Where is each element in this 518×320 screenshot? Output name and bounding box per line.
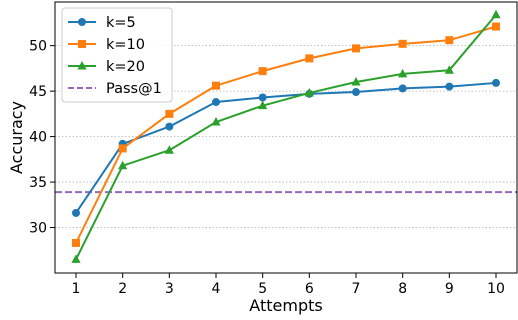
x-tick-label-7: 7 — [352, 281, 361, 297]
y-axis-ticks: 30 35 40 45 50 — [29, 39, 55, 237]
data-point-k-10-2 — [118, 144, 127, 153]
x-tick-label-4: 4 — [212, 281, 221, 297]
x-tick-label-9: 9 — [445, 281, 454, 297]
data-point-k-5-1 — [72, 208, 80, 217]
y-tick-label-30: 30 — [29, 221, 47, 237]
data-point-k-5-10 — [492, 78, 500, 87]
data-point-k-20-1 — [71, 254, 81, 263]
legend-box — [61, 7, 173, 103]
data-point-k-10-3 — [165, 109, 174, 118]
data-point-k-10-10 — [492, 22, 500, 31]
data-point-k-20-5 — [258, 100, 268, 110]
data-point-k-20-2 — [118, 160, 128, 170]
legend-marker-k-20 — [77, 61, 87, 70]
data-point-k-5-5 — [258, 93, 267, 102]
data-point-k-10-5 — [258, 67, 267, 76]
legend-marker-k-5 — [78, 18, 86, 26]
data-point-k-20-3 — [164, 145, 174, 154]
data-point-k-5-8 — [398, 84, 407, 93]
legend: k=5 k=10 k=20 Pass@1 — [61, 7, 173, 103]
data-point-k-20-7 — [351, 77, 361, 86]
data-point-k-20-6 — [304, 87, 314, 97]
data-point-k-20-8 — [398, 68, 408, 78]
x-tick-label-5: 5 — [258, 281, 267, 297]
legend-label-k-5: k=5 — [106, 15, 136, 31]
x-axis-label: Attempts — [249, 296, 322, 315]
series-line-k-20 — [75, 14, 497, 260]
x-tick-label-3: 3 — [165, 281, 174, 297]
legend-label-k-20: k=20 — [106, 59, 145, 75]
x-tick-label-2: 2 — [118, 281, 127, 297]
legend-label-k-10: k=10 — [106, 37, 145, 53]
y-axis-label: Accuracy — [7, 101, 26, 174]
data-point-k-10-7 — [352, 44, 360, 53]
data-point-k-10-6 — [305, 54, 314, 63]
y-tick-label-35: 35 — [29, 175, 47, 191]
x-tick-label-1: 1 — [72, 281, 81, 297]
series-k-5 — [72, 78, 500, 217]
plot-frame — [54, 1, 518, 274]
data-point-k-5-4 — [212, 98, 220, 107]
x-tick-label-6: 6 — [305, 281, 314, 297]
series-line-k-5 — [75, 81, 497, 214]
data-point-k-10-4 — [212, 81, 220, 90]
series-group — [71, 9, 501, 263]
y-tick-label-45: 45 — [29, 84, 47, 100]
data-point-k-5-7 — [352, 88, 360, 97]
x-tick-label-10: 10 — [487, 281, 505, 297]
series-k-20 — [71, 9, 501, 263]
y-tick-label-40: 40 — [29, 130, 47, 146]
data-point-k-5-3 — [165, 122, 174, 131]
y-tick-label-50: 50 — [29, 39, 47, 55]
data-point-k-10-8 — [398, 39, 407, 48]
data-point-k-20-9 — [444, 65, 454, 74]
x-tick-label-8: 8 — [398, 281, 407, 297]
data-point-k-10-1 — [72, 238, 80, 247]
data-point-k-5-9 — [445, 82, 454, 91]
series-k-10 — [72, 22, 500, 247]
legend-marker-k-10 — [78, 40, 86, 48]
data-point-k-20-10 — [491, 9, 501, 19]
series-line-k-10 — [75, 25, 497, 244]
legend-label-pass-at-1: Pass@1 — [106, 81, 162, 97]
x-axis-ticks: 1 2 3 4 5 6 7 8 9 10 — [72, 273, 505, 297]
data-point-k-10-9 — [445, 36, 454, 45]
data-point-k-20-4 — [211, 117, 221, 126]
